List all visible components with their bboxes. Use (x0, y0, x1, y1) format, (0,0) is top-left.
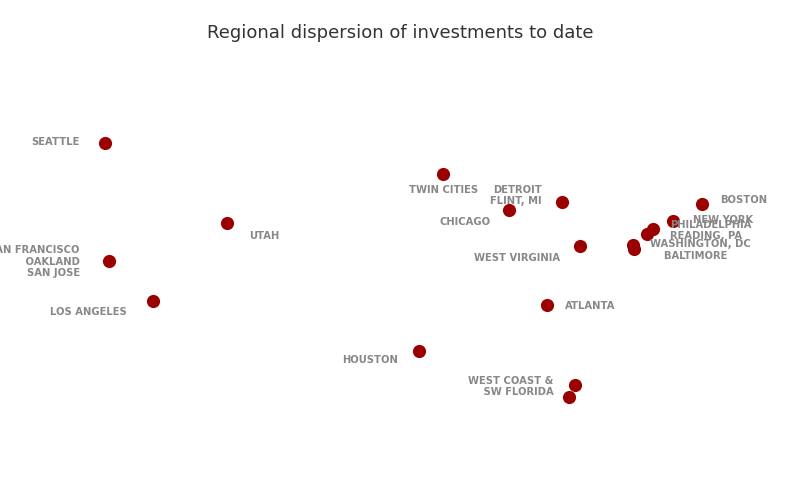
Text: WEST VIRGINIA: WEST VIRGINIA (474, 253, 561, 263)
Point (556, 198, 569, 206)
Point (220, 220, 233, 227)
Text: WEST COAST &
 SW FLORIDA: WEST COAST & SW FLORIDA (468, 375, 554, 396)
Text: HOUSTON: HOUSTON (342, 354, 398, 364)
Point (146, 298, 159, 305)
Point (99, 140, 112, 148)
Point (413, 348, 426, 355)
Point (646, 226, 659, 234)
Text: TWIN CITIES: TWIN CITIES (409, 184, 478, 195)
Text: WASHINGTON, DC
    BALTIMORE: WASHINGTON, DC BALTIMORE (650, 239, 751, 260)
Text: CHICAGO: CHICAGO (440, 217, 490, 227)
Text: SAN FRANCISCO
   OAKLAND
SAN JOSE: SAN FRANCISCO OAKLAND SAN JOSE (0, 245, 80, 278)
Point (437, 171, 450, 179)
Point (626, 241, 639, 249)
Text: BOSTON: BOSTON (720, 195, 767, 205)
Point (640, 231, 653, 239)
Point (574, 242, 586, 250)
Point (568, 382, 581, 390)
Point (627, 246, 640, 254)
Point (695, 201, 708, 209)
Text: ATLANTA: ATLANTA (566, 300, 616, 310)
Point (667, 218, 680, 226)
Point (502, 207, 515, 214)
Point (102, 257, 115, 265)
Text: NEW YORK: NEW YORK (694, 214, 754, 225)
Text: SEATTLE: SEATTLE (32, 137, 80, 147)
Point (562, 393, 575, 401)
Text: PHILADELPHIA
READING, PA: PHILADELPHIA READING, PA (670, 219, 751, 241)
Text: Regional dispersion of investments to date: Regional dispersion of investments to da… (206, 24, 594, 42)
Text: DETROIT
FLINT, MI: DETROIT FLINT, MI (490, 184, 542, 206)
Point (540, 301, 553, 309)
Text: UTAH: UTAH (249, 231, 279, 241)
Text: LOS ANGELES: LOS ANGELES (50, 306, 126, 316)
